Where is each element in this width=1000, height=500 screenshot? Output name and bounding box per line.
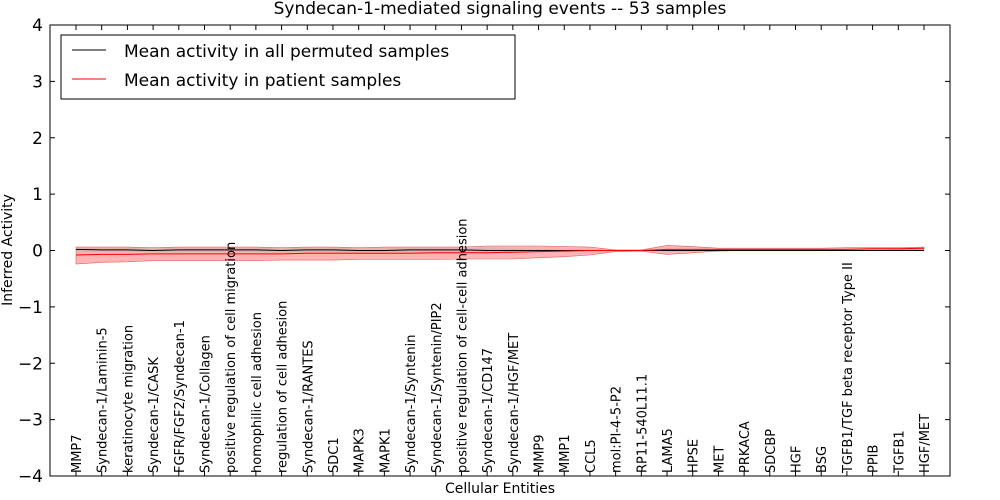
- x-tick-label: BSG: [815, 446, 830, 473]
- x-tick-label: TGFB1: [892, 430, 907, 474]
- x-tick-label: MAPK3: [353, 428, 368, 473]
- x-tick-label: MET: [712, 446, 727, 473]
- x-tick-label: Syndecan-1/CASK: [147, 357, 162, 473]
- x-tick-label: positive regulation of cell-cell adhesio…: [455, 218, 470, 473]
- x-tick-label: Syndecan-1/HGF/MET: [507, 333, 522, 473]
- plot-frame: [49, 24, 951, 477]
- x-tick-label: Syndecan-1/RANTES: [301, 340, 316, 473]
- chart-title: Syndecan-1-mediated signaling events -- …: [274, 0, 727, 19]
- x-tick-label: keratinocyte migration: [121, 325, 136, 473]
- x-tick-label: mol:PI-4-5-P2: [610, 386, 625, 473]
- x-tick-label: Syndecan-1/CD147: [481, 348, 496, 473]
- x-axis-ticks: MMP7 Syndecan-1/Laminin-5 keratinocyte mig…: [70, 25, 933, 476]
- y-tick-label: 1: [32, 185, 43, 205]
- x-tick-label: homophilic cell adhesion: [250, 312, 265, 473]
- x-tick-label: HGF/MET: [918, 414, 933, 473]
- permuted-mean-line: [75, 248, 924, 252]
- legend: Mean activity in all permuted samples Me…: [60, 34, 516, 100]
- y-tick-label: 2: [32, 129, 43, 149]
- x-tick-label: HPSE: [687, 439, 702, 473]
- x-tick-label: Syndecan-1/Syntenin: [404, 335, 419, 474]
- legend-box: [60, 34, 516, 100]
- legend-label-patient: Mean activity in patient samples: [124, 71, 401, 91]
- x-tick-label: RP11-540L11.1: [635, 374, 650, 473]
- x-tick-label: Syndecan-1/Laminin-5: [96, 327, 111, 473]
- x-tick-label: Syndecan-1/Collagen: [198, 335, 213, 473]
- y-tick-label: 3: [32, 72, 43, 92]
- x-tick-label: MMP9: [533, 434, 548, 473]
- y-tick-label: −3: [18, 411, 43, 431]
- x-tick-label: Syndecan-1/Syntenin/PIP2: [430, 302, 445, 473]
- x-tick-label: LAMA5: [661, 428, 676, 473]
- y-tick-label: −4: [18, 467, 43, 487]
- x-tick-label: positive regulation of cell migration: [224, 242, 239, 473]
- x-tick-label: SDC1: [327, 437, 342, 473]
- x-tick-label: TGFB1/TGF beta receptor Type II: [841, 262, 856, 474]
- y-tick-label: 4: [32, 16, 43, 36]
- y-axis-label: Inferred Activity: [0, 194, 16, 306]
- permuted-band: [76, 247, 924, 253]
- confidence-bands: [75, 245, 925, 265]
- x-tick-label: FGFR/FGF2/Syndecan-1: [173, 320, 188, 473]
- x-tick-label: SDCBP: [764, 429, 779, 473]
- x-axis-label: Cellular Entities: [445, 481, 555, 497]
- x-tick-label: MMP1: [558, 434, 573, 473]
- x-tick-label: MAPK1: [378, 428, 393, 473]
- series-lines: [75, 247, 925, 256]
- x-tick-label: CCL5: [584, 439, 599, 473]
- y-tick-label: −2: [18, 354, 43, 374]
- patient-mean-line: [75, 247, 925, 256]
- x-tick-label: MMP7: [70, 434, 85, 473]
- x-tick-label: PPIB: [867, 445, 882, 473]
- y-axis-ticks: 4 3 2 1 0 −1 −2 −3 −4: [18, 16, 950, 487]
- y-tick-label: 0: [32, 242, 43, 262]
- legend-label-permuted: Mean activity in all permuted samples: [124, 42, 449, 62]
- x-tick-label: regulation of cell adhesion: [276, 301, 291, 473]
- x-tick-label: PRKACA: [738, 421, 753, 473]
- y-tick-label: −1: [18, 298, 43, 318]
- x-tick-label: HGF: [790, 446, 805, 473]
